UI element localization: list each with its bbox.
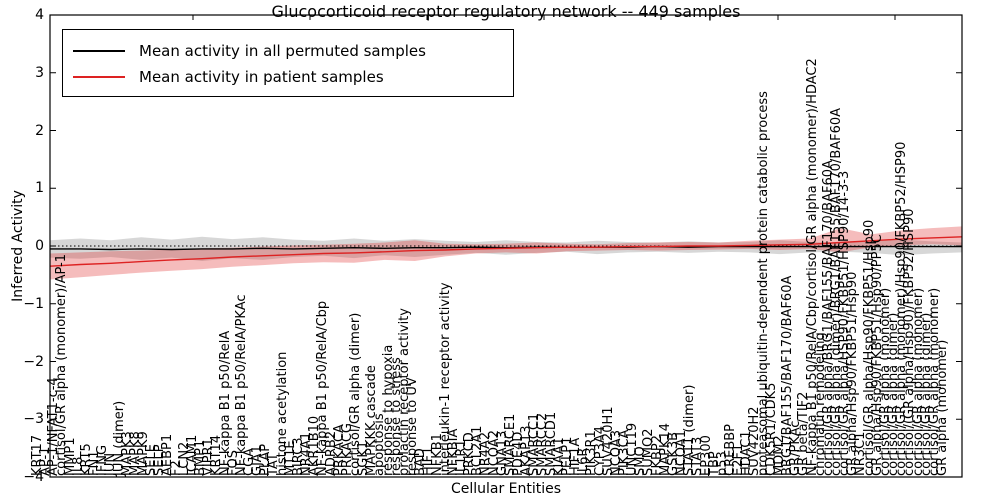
y-tick-label: 1 [35,180,44,197]
patient-band [50,226,962,280]
y-tick-label: −1 [23,295,44,312]
y-tick-label: −4 [23,469,44,485]
y-tick-label: −2 [23,353,44,370]
plot-title: Glucocorticoid receptor regulatory netwo… [271,2,741,21]
legend-item-permuted: Mean activity in all permuted samples [73,38,503,64]
x-tick-label: GR alpha (monomer) [935,339,950,476]
patient-line-swatch [73,76,125,78]
y-tick-label: 3 [35,64,44,81]
y-tick-label: 2 [35,122,44,139]
legend-item-patient: Mean activity in patient samples [73,64,503,90]
legend: Mean activity in all permuted samples Me… [62,29,514,97]
x-axis-label: Cellular Entities [450,481,562,497]
patient-mean-line [49,236,963,267]
y-tick-label: 0 [35,238,44,254]
permuted-line-swatch [73,50,125,52]
y-tick-label: −3 [23,411,44,428]
legend-label-patient: Mean activity in patient samples [139,68,384,86]
y-tick-label: 4 [35,7,44,23]
legend-label-permuted: Mean activity in all permuted samples [139,42,426,60]
